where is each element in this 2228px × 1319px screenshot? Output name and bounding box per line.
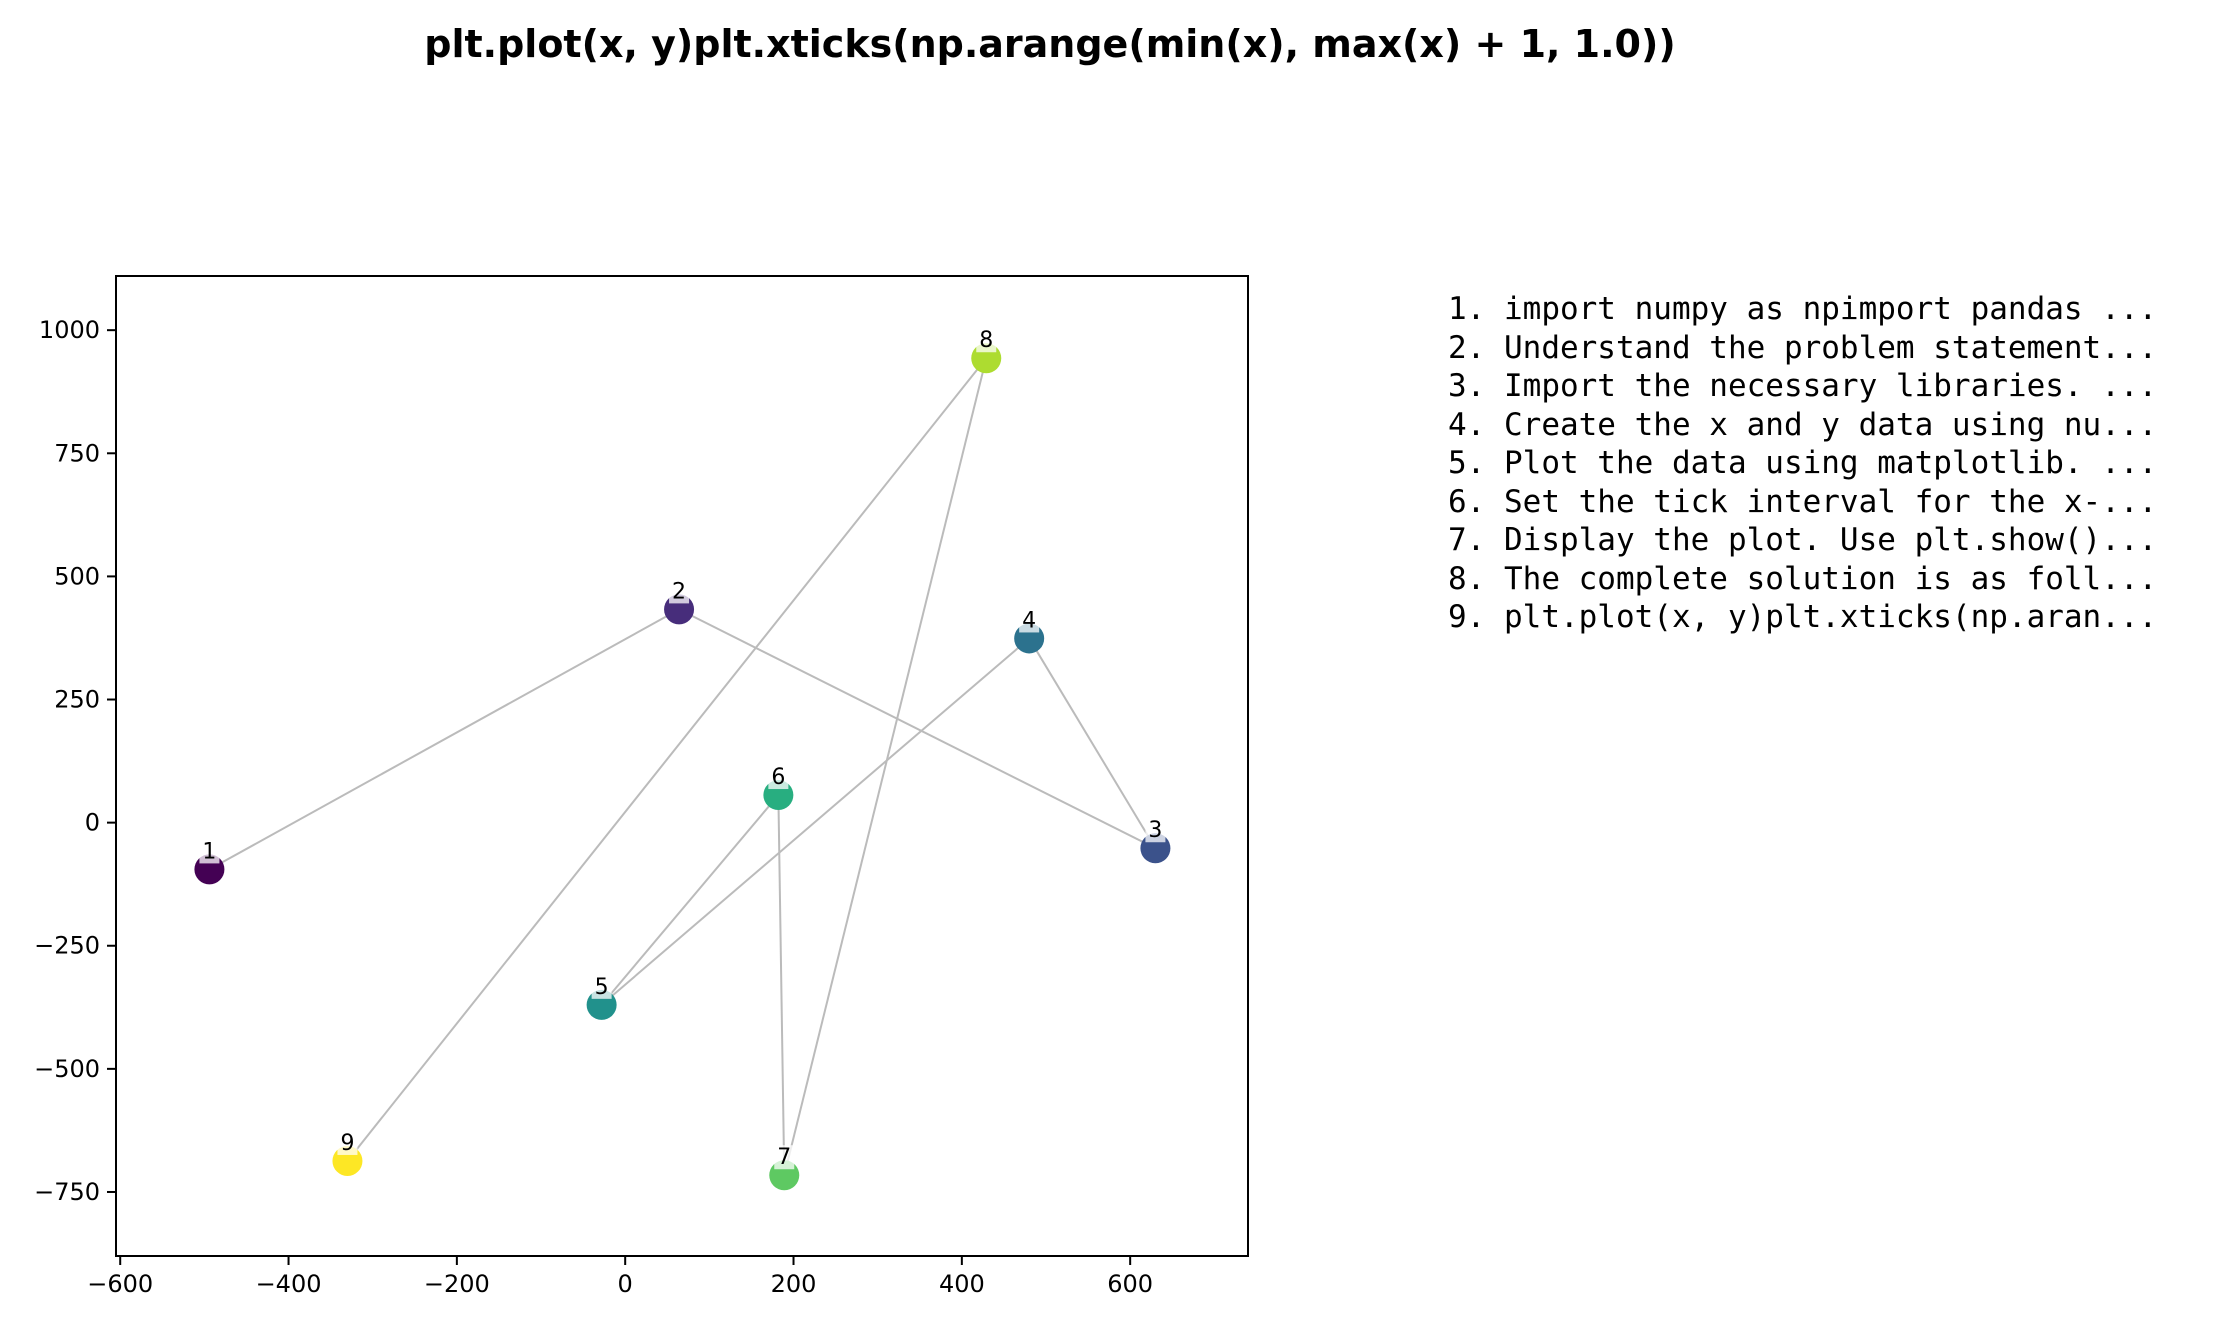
x-tick-label: −400 [256,1270,322,1298]
connector-1-2 [208,608,680,871]
x-tick-label: −600 [87,1270,153,1298]
x-tick-label: 0 [618,1270,633,1298]
point-label-6: 6 [771,765,785,790]
solution-step-6: 6. Set the tick interval for the x-... [1448,483,2158,520]
y-tick-label: −250 [34,932,100,960]
point-label-8: 8 [979,328,993,353]
point-label-bg-6 [768,765,789,790]
point-label-bg-5 [591,974,612,999]
point-label-9: 9 [340,1131,354,1156]
connector-lines [208,357,1157,1176]
solution-step-9: 9. plt.plot(x, y)plt.xticks(np.aran... [1448,599,2158,635]
connector-2-3 [678,608,1156,850]
solution-steps-list: 1. import numpy as npimport pandas ... 2.… [1448,290,2157,637]
plot-area-frame [115,275,1249,1257]
x-axis-ticks: −600 −400 −200 0 200 400 600 [87,1256,1153,1298]
x-tick-label: 200 [771,1270,817,1298]
connector-3-4 [1028,637,1157,849]
y-tick-label: −750 [34,1178,100,1206]
connector-6-7 [777,795,786,1176]
point-label-bg-2 [669,579,690,604]
point-label-1: 1 [202,839,216,864]
x-tick-label: 600 [1107,1270,1153,1298]
point-label-bg-4 [1019,608,1040,633]
point-label-4: 4 [1022,608,1036,633]
point-label-bg-3 [1145,818,1166,843]
point-label-bg-8 [976,328,997,353]
x-tick-label: −200 [424,1270,490,1298]
connector-5-6 [600,794,780,1006]
connector-8-9 [346,357,988,1162]
solution-step-3: 3. Import the necessary libraries. ... [1448,368,2158,404]
point-label-5: 5 [595,975,609,1000]
solution-step-7: 7. Display the plot. Use plt.show()... [1448,522,2158,558]
point-label-7: 7 [777,1145,791,1170]
y-tick-label: 0 [85,809,100,837]
y-tick-label: −500 [34,1055,100,1083]
y-tick-label: 500 [54,562,100,590]
point-label-bg-1 [199,839,220,864]
solution-step-2: 2. Understand the problem statement... [1448,329,2158,366]
connector-7-8 [783,358,988,1176]
chart-title: plt.plot(x, y)plt.xticks(np.arange(min(x… [424,22,1676,66]
solution-step-5: 5. Plot the data using matplotlib. ... [1448,445,2158,481]
data-points [194,343,1171,1191]
solution-step-8: 8. The complete solution is as foll... [1448,560,2158,597]
point-labels: 1 2 3 4 5 6 7 8 9 [199,328,1166,1170]
point-label-bg-9 [337,1130,358,1155]
y-axis-ticks: −750 −500 −250 0 250 500 750 1000 [34,316,116,1206]
y-tick-label: 1000 [39,316,100,344]
point-label-bg-7 [774,1145,795,1170]
point-label-2: 2 [672,579,686,604]
y-tick-label: 250 [54,686,100,714]
connector-4-5 [600,637,1030,1006]
y-tick-label: 750 [54,439,100,467]
point-label-3: 3 [1148,818,1162,843]
solution-step-4: 4. Create the x and y data using nu... [1448,406,2158,443]
solution-step-1: 1. import numpy as npimport pandas ... [1448,291,2158,327]
x-tick-label: 400 [939,1270,985,1298]
